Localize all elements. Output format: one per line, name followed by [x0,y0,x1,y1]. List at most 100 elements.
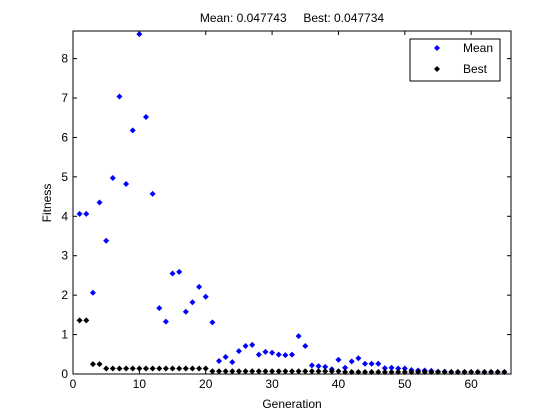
mean-point [202,293,209,300]
mean-point [182,308,189,315]
mean-point [149,190,156,197]
mean-point [308,362,315,369]
best-point [136,365,143,372]
mean-point [348,358,355,365]
mean-point [401,365,408,372]
legend-best-marker [434,66,440,72]
axes-frame [72,30,512,375]
mean-point [289,351,295,358]
legend-best-label: Best [463,62,488,76]
best-point [196,365,203,372]
mean-point [123,180,130,187]
best-point [103,365,110,372]
mean-point [275,351,282,358]
mean-point [282,352,289,359]
mean-point [242,343,249,350]
best-point [242,368,249,375]
x-tick-label: 50 [398,377,412,391]
chart-title: Mean: 0.047743 Best: 0.047734 [200,11,384,25]
best-point [328,368,335,375]
mean-point [196,283,203,290]
mean-point [362,360,368,367]
mean-point [315,363,322,370]
mean-point [209,319,216,326]
best-point [156,365,163,372]
y-tick-label: 5 [61,170,68,184]
y-tick-label: 7 [61,91,68,105]
best-point [209,368,216,375]
y-tick-label: 2 [61,288,68,302]
best-point [255,368,262,375]
best-point [169,365,176,372]
mean-point [295,333,302,340]
axes-background [73,31,511,374]
mean-point [189,299,196,306]
best-point [176,365,183,372]
legend-mean-label: Mean [463,41,493,55]
best-point [229,368,236,375]
mean-point [235,348,242,355]
best-point [289,368,295,375]
best-point [129,365,136,372]
y-tick-label: 3 [61,249,68,263]
y-tick-label: 1 [61,328,68,342]
best-point [83,317,90,324]
best-point [222,368,229,375]
mean-point [381,365,388,372]
best-point [189,365,196,372]
best-point [249,368,256,375]
legend-box [409,38,501,82]
best-point [143,365,149,372]
best-point [275,368,282,375]
x-tick-label: 40 [332,377,346,391]
legend: Mean Best [409,38,501,82]
mean-point [83,210,90,217]
x-tick-label: 0 [70,377,77,391]
best-point [302,368,309,375]
mean-point [109,175,116,182]
mean-point [216,357,222,364]
mean-point [368,360,375,367]
mean-point [176,268,183,275]
best-point [322,368,329,375]
mean-point [76,210,83,217]
mean-point [96,199,103,206]
mean-point [229,359,236,366]
mean-point [375,360,382,367]
best-point [262,368,269,375]
mean-point [342,364,349,371]
best-point [162,365,169,372]
mean-point [388,364,395,371]
mean-point [262,348,269,355]
x-tick-label: 10 [133,377,147,391]
mean-point [322,363,329,370]
mean-point [222,354,229,361]
mean-point [249,341,256,348]
mean-point [162,318,169,325]
mean-point [269,349,276,356]
best-point [123,365,130,372]
mean-point [156,305,163,312]
mean-point [169,270,176,277]
x-tick-label: 60 [465,377,479,391]
y-axis-label: Fitness [40,184,54,223]
best-point [96,361,103,368]
mean-point [255,351,262,358]
best-point [315,368,322,375]
mean-point [143,113,149,120]
y-tick-label: 6 [61,130,68,144]
x-axis-label: Generation [262,397,321,411]
x-tick-label: 20 [199,377,213,391]
x-tick-label: 30 [265,377,279,391]
best-point [308,368,315,375]
best-point [202,365,209,372]
mean-point [335,356,342,363]
best-point [116,365,123,372]
best-point [109,365,116,372]
best-point [282,368,289,375]
mean-point [355,355,362,362]
best-point [149,365,156,372]
y-tick-label: 8 [61,52,68,66]
